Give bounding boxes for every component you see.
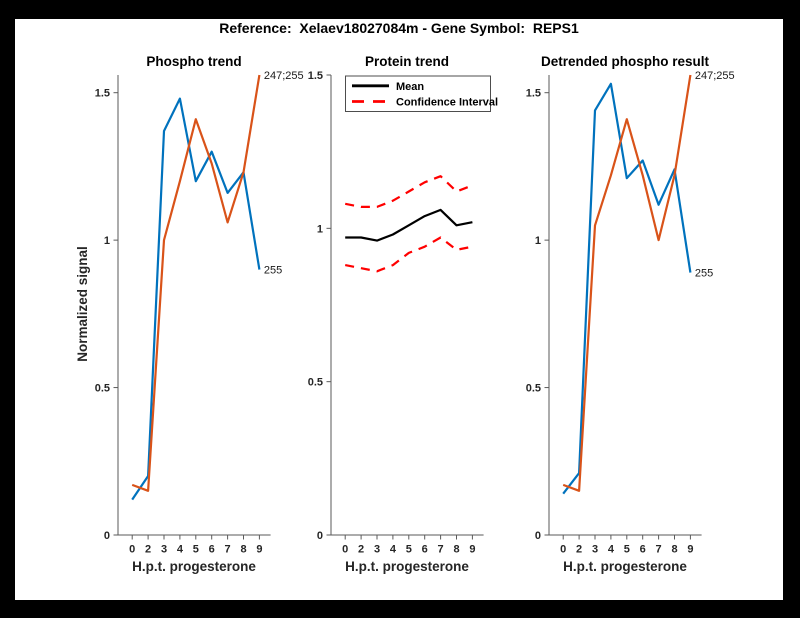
x-tick-label: 3 [374, 544, 380, 556]
series-line-confidence-interval-lower [344, 236, 473, 273]
series-line-255 [562, 82, 692, 495]
x-tick-label: 2 [576, 544, 582, 556]
y-tick-label: 1.5 [526, 88, 541, 100]
x-tick-label: 3 [161, 544, 167, 556]
x-tick-label: 5 [193, 544, 199, 556]
x-tick-label: 9 [256, 544, 262, 556]
x-tick-label: 6 [209, 544, 215, 556]
y-tick-label: 0.5 [95, 383, 110, 395]
x-tick-label: 4 [390, 544, 397, 556]
figure-title: Reference: Xelaev18027084m - Gene Symbol… [219, 20, 579, 36]
y-axis-label: Normalized signal [75, 246, 90, 362]
x-tick-label: 8 [671, 544, 677, 556]
series-line-255 [131, 97, 261, 501]
y-tick-label: 1 [104, 235, 110, 247]
subplot2-title: Protein trend [365, 54, 449, 69]
subplot3-title: Detrended phospho result [541, 54, 710, 69]
x-tick-label: 0 [560, 544, 566, 556]
series-end-label: 247;255 [695, 70, 735, 82]
y-tick-label: 1 [317, 223, 323, 235]
legend: Mean Confidence Interval [345, 75, 498, 112]
y-tick-label: 0.5 [526, 383, 541, 395]
x-tick-label: 0 [342, 544, 348, 556]
y-tick-label: 1.5 [95, 88, 110, 100]
x-tick-label: 7 [656, 544, 662, 556]
x-tick-label: 7 [225, 544, 231, 556]
y-tick-label: 0 [317, 530, 323, 542]
series-line-247-255 [562, 74, 692, 492]
x-tick-label: 4 [177, 544, 184, 556]
series-line-confidence-interval-upper [344, 175, 473, 208]
x-tick-label: 9 [469, 544, 475, 556]
x-tick-label: 7 [438, 544, 444, 556]
figure-background [15, 19, 783, 600]
series-line-247-255 [131, 74, 261, 492]
subplot-2: 00.511.50 2 3 4 5 6 7 8 9 [308, 70, 484, 556]
subplot1-x-axis-label: H.p.t. progesterone [132, 559, 256, 574]
legend-mean-label: Mean [396, 81, 424, 93]
series-end-label: 255 [695, 268, 713, 280]
x-tick-label: 0 [129, 544, 135, 556]
x-tick-label: 5 [624, 544, 630, 556]
x-tick-label: 4 [608, 544, 615, 556]
x-tick-label: 2 [358, 544, 364, 556]
subplot3-x-axis-label: H.p.t. progesterone [563, 559, 687, 574]
subplot2-x-axis-label: H.p.t. progesterone [345, 559, 469, 574]
x-tick-label: 2 [145, 544, 151, 556]
subplot1-title: Phospho trend [146, 54, 241, 69]
x-tick-label: 5 [406, 544, 412, 556]
series-end-label: 255 [264, 265, 282, 277]
y-tick-label: 1.5 [308, 70, 323, 82]
x-tick-label: 8 [453, 544, 459, 556]
x-tick-label: 6 [422, 544, 428, 556]
legend-ci-label: Confidence Interval [396, 97, 498, 109]
y-tick-label: 0 [535, 530, 541, 542]
y-tick-label: 1 [535, 235, 541, 247]
x-tick-label: 9 [687, 544, 693, 556]
x-tick-label: 3 [592, 544, 598, 556]
y-tick-label: 0.5 [308, 377, 323, 389]
y-tick-label: 0 [104, 530, 110, 542]
legend-box [345, 75, 491, 112]
x-tick-label: 8 [240, 544, 246, 556]
series-end-label: 247;255 [264, 70, 304, 82]
series-line-mean [345, 208, 473, 242]
x-tick-label: 6 [640, 544, 646, 556]
